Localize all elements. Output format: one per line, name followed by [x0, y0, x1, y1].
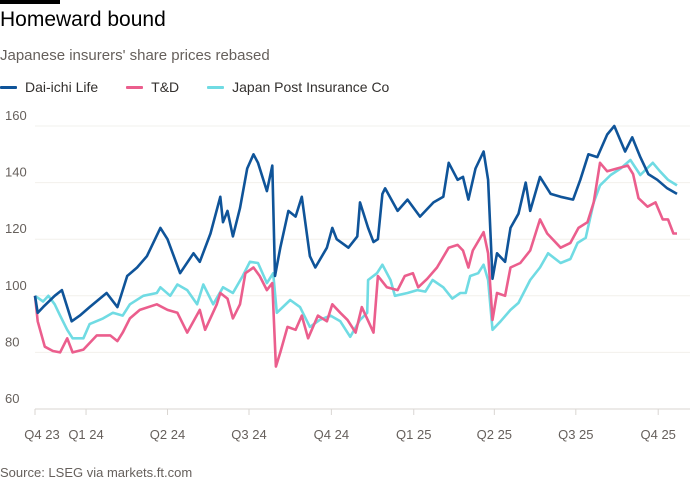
- chart-title: Homeward bound: [0, 8, 166, 31]
- series-line-0: [33, 124, 678, 323]
- y-tick-label: 160: [5, 108, 27, 123]
- legend-label: Japan Post Insurance Co: [232, 79, 390, 95]
- y-tick-label: 140: [5, 165, 27, 180]
- x-tick-label: Q4 24: [314, 427, 349, 442]
- x-tick-label: Q3 24: [231, 427, 266, 442]
- legend-swatch: [207, 85, 225, 89]
- x-tick-label: Q3 25: [558, 427, 593, 442]
- legend: Dai-ichi Life T&D Japan Post Insurance C…: [0, 79, 417, 95]
- legend-label: T&D: [151, 79, 180, 95]
- x-tick-label: Q1 24: [68, 427, 103, 442]
- y-tick-label: 80: [5, 334, 19, 349]
- chart-subtitle: Japanese insurers' share prices rebased: [0, 47, 270, 64]
- series-line-2: [34, 158, 678, 340]
- x-tick-label: Q2 24: [150, 427, 185, 442]
- source-note: Source: LSEG via markets.ft.com: [0, 465, 193, 480]
- series-line-1: [33, 161, 677, 368]
- x-tick-label: Q4 23: [24, 427, 59, 442]
- legend-swatch: [0, 85, 17, 89]
- legend-label: Dai-ichi Life: [25, 79, 99, 95]
- legend-item-td: T&D: [126, 79, 179, 95]
- y-tick-label: 100: [5, 278, 27, 293]
- x-tick-label: Q1 25: [396, 427, 431, 442]
- legend-swatch: [126, 85, 144, 89]
- y-tick-label: 120: [5, 221, 27, 236]
- x-tick-label: Q2 25: [477, 427, 512, 442]
- y-tick-label: 60: [5, 391, 19, 406]
- x-tick-label: Q4 25: [640, 427, 675, 442]
- brand-bar: [0, 0, 60, 4]
- legend-item-japan-post: Japan Post Insurance Co: [207, 79, 389, 95]
- legend-item-dai-ichi: Dai-ichi Life: [0, 79, 98, 95]
